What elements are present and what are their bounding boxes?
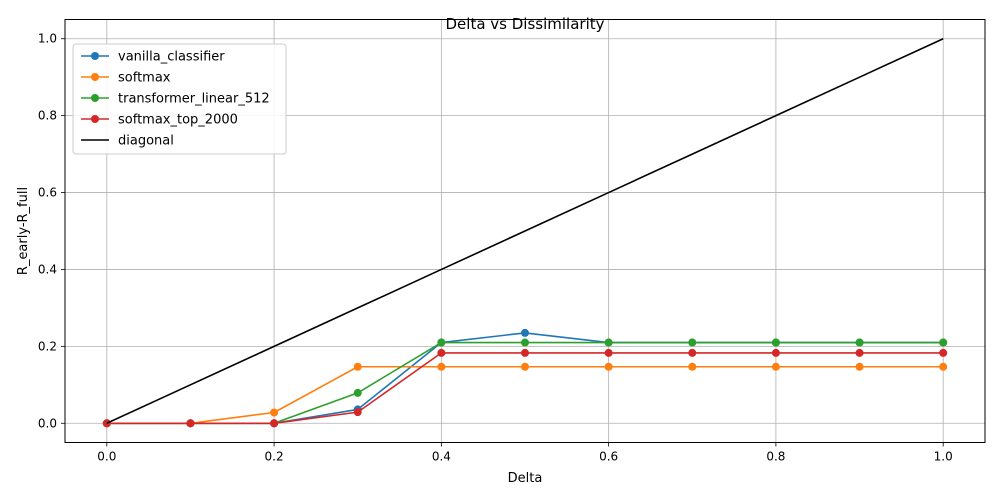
y-tick-label: 0.0 — [38, 416, 57, 430]
legend-swatch-marker — [91, 115, 99, 123]
x-tick-label: 0.8 — [766, 450, 785, 464]
data-point — [688, 362, 697, 371]
data-point — [521, 348, 529, 357]
data-point — [855, 348, 864, 357]
data-point — [939, 348, 948, 357]
series-line — [106, 38, 944, 424]
data-point — [353, 362, 362, 371]
data-point — [771, 362, 780, 371]
data-point — [521, 328, 529, 337]
data-point — [353, 388, 362, 397]
data-point — [771, 348, 780, 357]
data-point — [855, 362, 864, 371]
data-point — [771, 338, 780, 347]
plot-frame — [64, 19, 986, 443]
data-point — [688, 348, 697, 357]
series-softmax-top-2000 — [102, 348, 948, 428]
data-point — [270, 408, 279, 417]
data-point — [270, 419, 279, 428]
y-tick-label: 1.0 — [38, 32, 57, 46]
x-tick-label: 0.6 — [599, 450, 618, 464]
y-axis-label: R_early-R_full — [16, 187, 31, 275]
series-group — [102, 38, 948, 428]
data-point — [939, 338, 948, 347]
x-axis-label: Delta — [508, 471, 543, 486]
data-point — [855, 338, 864, 347]
legend-swatch-marker — [91, 94, 99, 102]
y-tick-label: 0.6 — [38, 186, 57, 200]
chart-title: Delta vs Dissimilarity — [446, 15, 605, 33]
y-tick-label: 0.4 — [38, 262, 57, 276]
data-point — [437, 338, 446, 347]
legend-entry-label: diagonal — [118, 134, 174, 149]
ticks: 0.0 0.2 0.4 0.6 0.8 1.0 0.0 0.2 0.4 0.6 0.8 1.0 — [38, 32, 953, 464]
series-softmax — [102, 362, 948, 428]
y-tick-label: 0.2 — [38, 339, 57, 353]
data-point — [604, 348, 613, 357]
data-point — [186, 419, 195, 428]
x-tick-label: 1.0 — [934, 450, 953, 464]
legend-swatch-marker — [91, 73, 99, 81]
x-tick-label: 0.0 — [97, 450, 116, 464]
data-point — [437, 348, 446, 357]
legend-entry-label: vanilla_classifier — [118, 50, 225, 65]
x-tick-label: 0.2 — [265, 450, 284, 464]
data-point — [437, 362, 446, 371]
legend-swatch-marker — [91, 52, 99, 60]
legend-entry-label: transformer_linear_512 — [118, 92, 270, 107]
data-point — [688, 338, 697, 347]
legend-entry-label: softmax — [118, 71, 171, 86]
series-diagonal — [106, 38, 944, 424]
legend-entry-label: softmax_top_2000 — [118, 113, 238, 128]
data-point — [521, 338, 529, 347]
x-tick-label: 0.4 — [432, 450, 451, 464]
series-line — [106, 365, 944, 425]
legend-box — [72, 43, 287, 155]
data-point — [521, 362, 529, 371]
y-tick-label: 0.8 — [38, 109, 57, 123]
data-point — [939, 362, 948, 371]
data-point — [353, 408, 362, 417]
data-point — [604, 338, 613, 347]
data-point — [604, 362, 613, 371]
